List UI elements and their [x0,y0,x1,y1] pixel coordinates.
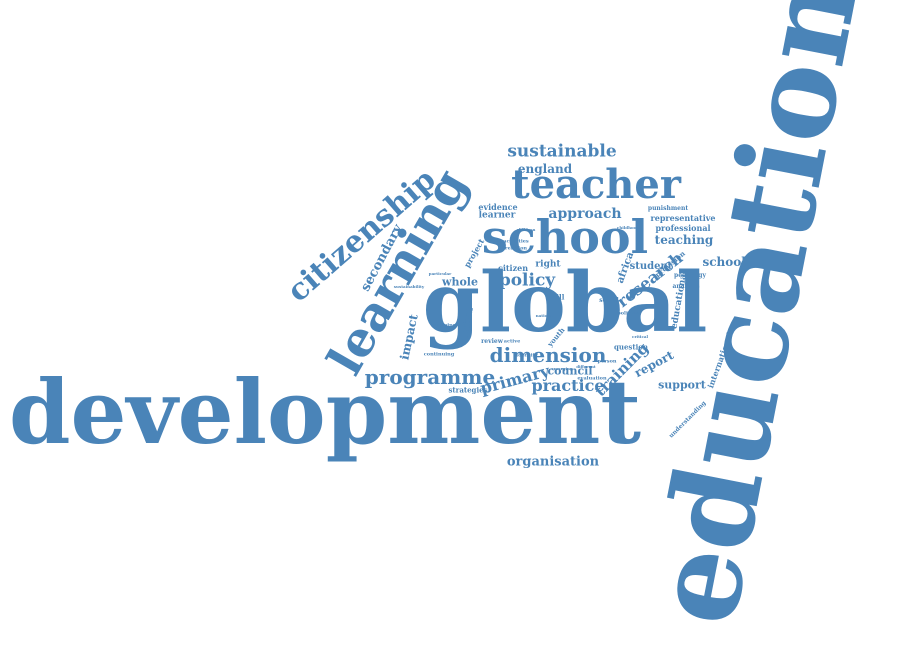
word-punishment: punishment [647,205,689,212]
word-school: school [481,210,649,264]
word-development: development [8,360,642,464]
word-policy: policy [498,270,556,291]
word-relation: relation [504,245,528,252]
word-analysis: analysis [672,283,700,290]
word-critical: critical [632,334,648,339]
word-national: national [535,313,555,318]
word-mapping: mapping [431,322,457,329]
word-england: england [517,162,573,176]
word-professional: professional [655,223,711,233]
word-programme: programme [364,365,496,389]
word-identity: identity [516,352,538,359]
word-evidence: evidence [478,202,518,212]
word-learner: learner [478,210,516,221]
word-skill: skill [547,292,565,302]
word-different: different [576,364,596,369]
word-global: global [422,255,708,351]
word-childhood: childhood [616,225,640,230]
word-practice: practice [531,376,605,395]
word-person: person [597,358,617,365]
word-strategies: strategies [448,385,488,395]
word-representative: representative [650,213,716,223]
word-approach: approach [548,206,622,222]
word-dimension: dimension [489,343,607,367]
word-activities: activities [503,238,529,245]
word-whole: whole [442,275,478,289]
word-evaluation: evaluation [577,375,607,382]
word-sustainable: sustainable [507,141,617,162]
word-emerging: emerging [551,366,573,371]
word-organisation: organisation [506,454,600,470]
word-teacher: teacher [511,161,681,208]
word-review: review [481,338,503,345]
word-schooling: schooling [702,255,768,269]
word-right: right [535,259,561,270]
word-student: student [629,261,673,272]
word-particular: particular [428,271,452,276]
word-children: children [516,227,536,232]
word-question: question [613,342,649,352]
word-pedagogy: pedagogy [674,272,706,279]
word-continuing: continuing [423,351,455,358]
word-sustainability: sustainability [393,284,425,289]
word-teaching: teaching [654,233,714,247]
word-active: active [503,338,521,345]
word-citizen: citizen [497,263,529,273]
word-council: council [547,364,593,378]
word-policies: policies [617,310,639,317]
word-support: support [658,378,706,392]
word-social: social [599,297,619,304]
